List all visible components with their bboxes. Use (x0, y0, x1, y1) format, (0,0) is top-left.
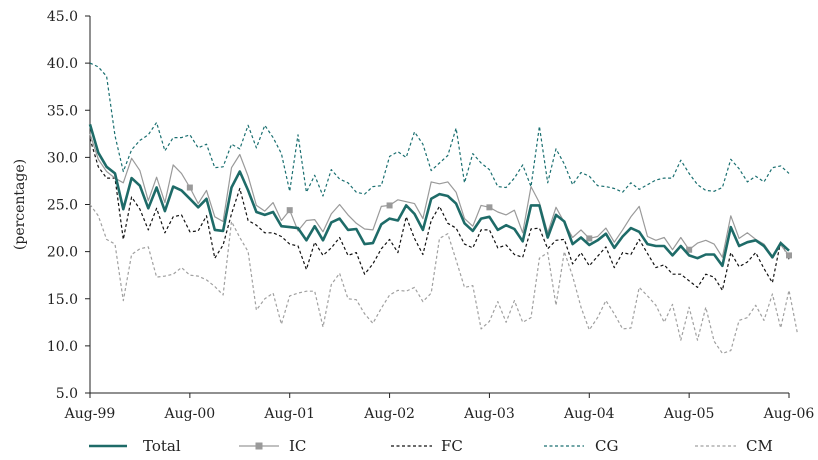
ic-marker (586, 235, 593, 242)
y-axis-title: (percentage) (12, 159, 28, 250)
y-tick-label: 15.0 (47, 292, 78, 308)
legend-label-cm: CM (746, 437, 773, 455)
y-tick-label: 5.0 (56, 386, 78, 402)
y-tick-label: 10.0 (47, 339, 78, 355)
ic-marker (786, 252, 792, 259)
x-tick-label: Aug-06 (763, 406, 815, 422)
ic-marker (186, 184, 193, 191)
series-line-cm (89, 204, 798, 354)
legend-label-ic: IC (289, 437, 306, 455)
x-tick-label: Aug-01 (263, 406, 315, 422)
legend: Total IC FC CG CM (89, 437, 773, 455)
y-tick-label: 35.0 (47, 103, 78, 119)
x-axis-ticks: Aug-99 Aug-00 Aug-01 Aug-02 Aug-03 Aug-04 Aug-… (64, 393, 815, 422)
x-tick-label: Aug-05 (663, 406, 715, 422)
ic-marker (286, 207, 293, 214)
series-line-cg (89, 62, 790, 197)
y-tick-label: 20.0 (47, 245, 78, 261)
y-axis-ticks: 5.0 10.0 15.0 20.0 25.0 30.0 35.0 40.0 45.0 (47, 9, 90, 402)
x-tick-label: Aug-02 (363, 406, 415, 422)
y-tick-label: 45.0 (47, 9, 78, 25)
series-lines (88, 62, 798, 354)
y-tick-label: 30.0 (47, 150, 78, 166)
x-tick-label: Aug-04 (563, 406, 615, 422)
series-line-ic (89, 133, 790, 258)
series-line-total (88, 124, 790, 268)
ic-marker (386, 202, 393, 209)
y-tick-label: 40.0 (47, 56, 78, 72)
series-line-fc (89, 138, 790, 291)
ic-marker (686, 246, 693, 253)
legend-label-cg: CG (595, 437, 618, 455)
x-tick-label: Aug-03 (463, 406, 515, 422)
legend-label-fc: FC (441, 437, 463, 455)
x-tick-label: Aug-00 (164, 406, 216, 422)
legend-marker-ic (255, 442, 263, 450)
legend-label-total: Total (143, 437, 181, 455)
x-tick-label: Aug-99 (64, 406, 116, 422)
ic-marker (486, 204, 493, 211)
y-tick-label: 25.0 (47, 198, 78, 214)
